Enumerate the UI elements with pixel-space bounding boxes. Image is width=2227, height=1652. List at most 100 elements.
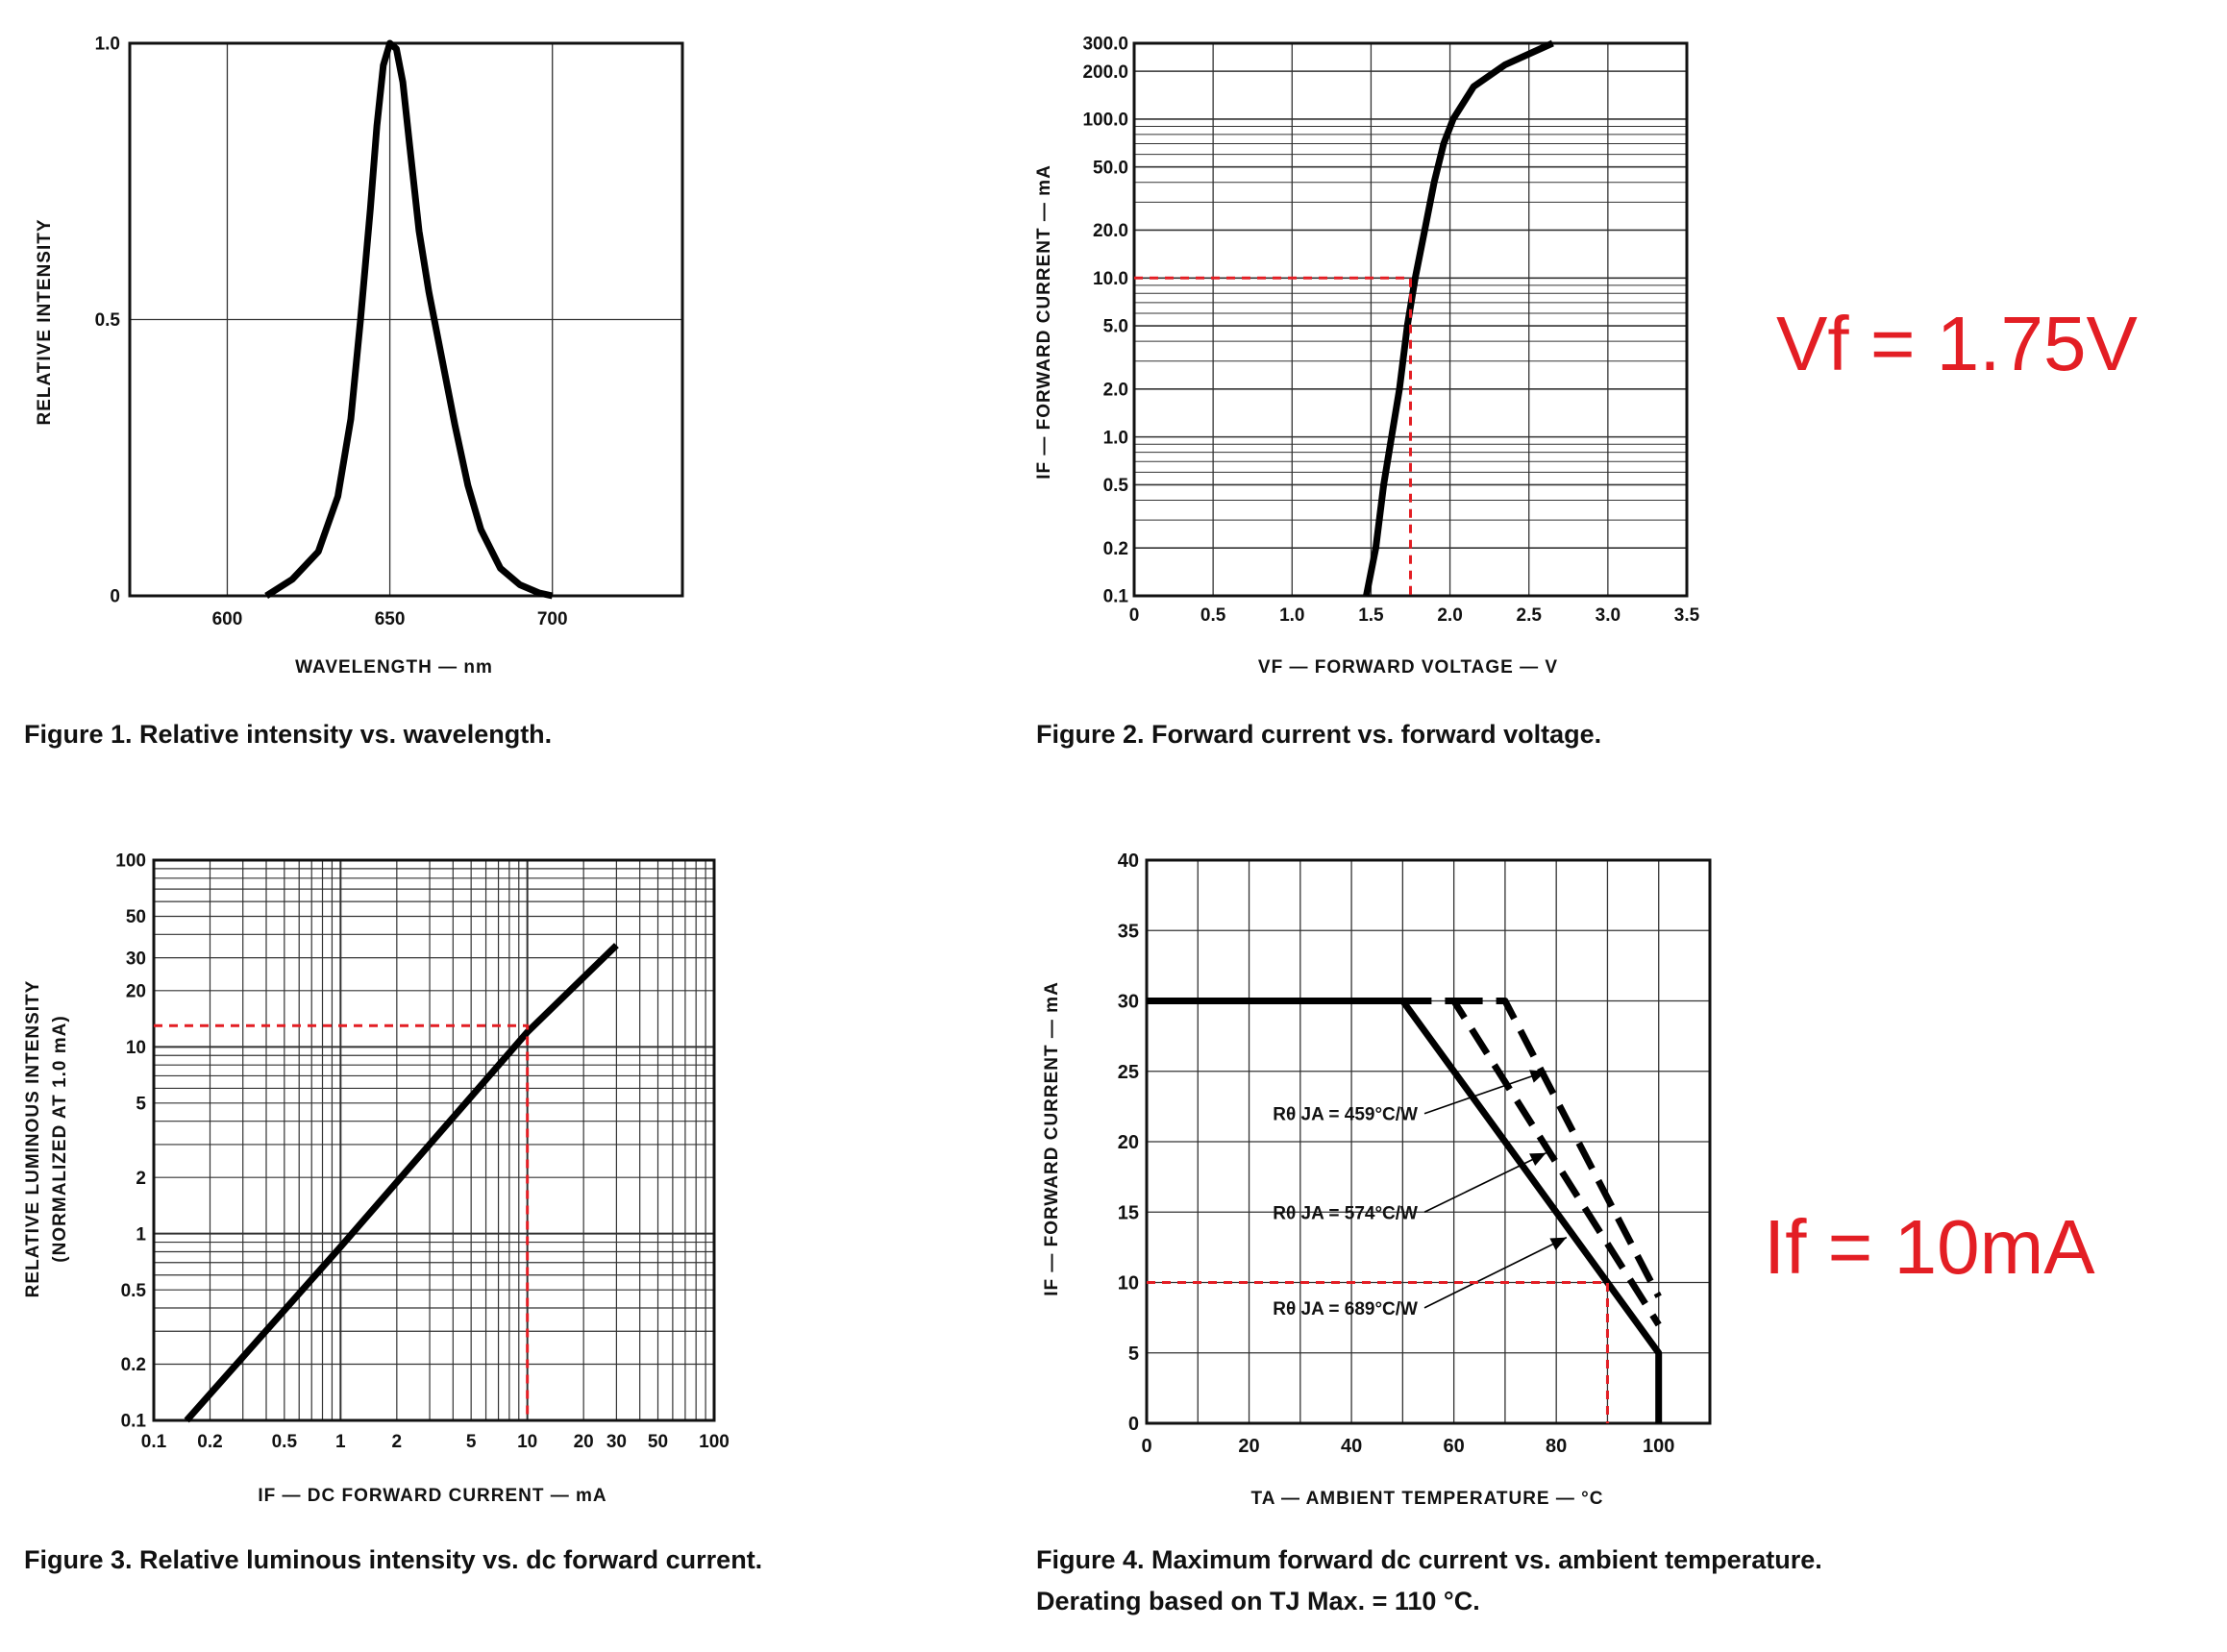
fig3-y-tick-label: 0.2 — [121, 1355, 146, 1375]
fig3-y-tick-label: 0.1 — [121, 1412, 147, 1432]
fig4-y-tick-label: 40 — [1118, 851, 1139, 872]
fig4-reference-lines — [1147, 1281, 1609, 1423]
fig3-x-tick-label: 50 — [648, 1432, 668, 1452]
fig4-x-tick-label: 60 — [1444, 1436, 1465, 1457]
fig1-x-axis-label: WAVELENGTH — nm — [295, 657, 493, 678]
fig3-x-tick-label: 30 — [606, 1432, 627, 1452]
fig1-y-tick-label: 1.0 — [95, 35, 120, 55]
fig1-plot-frame — [128, 41, 684, 598]
fig4-caption: Figure 4. Maximum forward dc current vs.… — [1036, 1545, 1822, 1574]
fig3-x-tick-label: 20 — [574, 1432, 594, 1452]
fig4-y-tick-label: 25 — [1118, 1062, 1139, 1083]
fig3-y-tick-label: 100 — [115, 851, 146, 872]
fig3-caption: Figure 3. Relative luminous intensity vs… — [24, 1545, 762, 1574]
fig3-y-ticks: 0.1 0.2 0.5 1 2 5 10 20 30 50 100 — [115, 851, 146, 1432]
fig2-y-tick-label: 2.0 — [1103, 381, 1128, 401]
fig4-grid — [1147, 860, 1710, 1423]
fig2-x-tick-label: 1.0 — [1279, 605, 1304, 626]
fig4-series-line — [1453, 998, 1662, 1298]
fig3-x-tick-label: 5 — [466, 1432, 477, 1452]
fig1-y-ticks: 0 0.5 1.0 — [95, 35, 121, 607]
fig2-y-tick-label: 0.5 — [1103, 476, 1129, 496]
fig4-label-leader — [1423, 1070, 1547, 1115]
fig4-label-leader — [1423, 1152, 1547, 1213]
fig3-plot-frame — [152, 858, 716, 1422]
fig2-x-axis-label: VF — FORWARD VOLTAGE — V — [1258, 657, 1558, 678]
fig4-y-tick-label: 20 — [1118, 1132, 1139, 1153]
fig1-x-tick-label: 650 — [375, 609, 406, 629]
fig4-arrowhead — [1529, 1070, 1547, 1083]
fig2-x-tick-label: 1.5 — [1358, 605, 1384, 626]
fig4-label-leader — [1423, 1236, 1568, 1309]
fig2-y-ticks: 0.1 0.2 0.5 1.0 2.0 5.0 10.0 20.0 50.0 100.0 200.0… — [1082, 35, 1128, 607]
fig2-caption: Figure 2. Forward current vs. forward vo… — [1036, 720, 1601, 749]
fig3-y-tick-label: 10 — [126, 1038, 146, 1058]
fig4-y-ticks: 0 5 10 15 20 25 30 35 40 — [1118, 851, 1139, 1435]
fig4-x-tick-label: 20 — [1238, 1436, 1259, 1457]
fig2-y-tick-label: 300.0 — [1082, 35, 1128, 55]
fig1-y-axis-label: RELATIVE INTENSITY — [35, 218, 55, 425]
fig3-y-tick-label: 5 — [136, 1094, 146, 1114]
fig2-y-tick-label: 20.0 — [1093, 221, 1128, 241]
fig3-y-axis-label-2: (NORMALIZED AT 1.0 mA) — [50, 1015, 70, 1262]
fig3-reference-lines — [154, 1023, 530, 1420]
fig1-y-tick-label: 0 — [110, 587, 120, 607]
fig2-x-tick-label: 3.0 — [1596, 605, 1621, 626]
fig3-y-tick-label: 20 — [126, 981, 146, 1001]
fig4-plot-frame — [1145, 858, 1712, 1425]
fig3-y-tick-label: 30 — [126, 949, 146, 969]
fig2-y-tick-label: 10.0 — [1093, 269, 1128, 289]
fig4-arrowhead — [1529, 1152, 1547, 1167]
figure-3: 0.1 0.2 0.5 1 2 5 10 20 30 50 100 0.1 0.2 0.5 1 2 5 10 20… — [23, 851, 762, 1574]
fig4-y-tick-label: 10 — [1118, 1273, 1139, 1294]
fig2-y-tick-label: 200.0 — [1082, 62, 1128, 83]
fig4-x-ticks: 0 20 40 60 80 100 — [1141, 1436, 1674, 1457]
fig4-y-axis-label: IF — FORWARD CURRENT — mA — [1042, 981, 1062, 1296]
fig2-x-tick-label: 2.0 — [1437, 605, 1462, 626]
fig3-x-tick-label: 0.2 — [197, 1432, 222, 1452]
fig3-y-tick-label: 2 — [136, 1169, 146, 1189]
fig1-x-ticks: 600 650 700 — [212, 609, 568, 629]
fig4-x-tick-label: 80 — [1546, 1436, 1567, 1457]
fig1-x-tick-label: 600 — [212, 609, 243, 629]
fig1-grid — [130, 43, 682, 596]
fig4-x-tick-label: 40 — [1341, 1436, 1362, 1457]
figure-4: Rθ JA = 459°C/W Rθ JA = 574°C/W Rθ JA = 68… — [1036, 851, 1822, 1615]
fig3-x-tick-label: 0.1 — [141, 1432, 167, 1452]
fig2-x-ticks: 0 0.5 1.0 1.5 2.0 2.5 3.0 3.5 — [1129, 605, 1700, 626]
fig4-series-label: Rθ JA = 689°C/W — [1273, 1299, 1418, 1319]
fig4-y-tick-label: 35 — [1118, 921, 1139, 942]
fig2-y-tick-label: 0.1 — [1103, 587, 1129, 607]
fig2-x-tick-label: 2.5 — [1517, 605, 1543, 626]
fig4-series-label: Rθ JA = 459°C/W — [1273, 1105, 1418, 1125]
fig3-x-ticks: 0.1 0.2 0.5 1 2 5 10 20 30 50 100 — [141, 1432, 730, 1452]
fig2-y-tick-label: 100.0 — [1082, 111, 1128, 131]
if-annotation: If = 10mA — [1764, 1204, 2095, 1290]
fig4-series-label: Rθ JA = 574°C/W — [1273, 1203, 1418, 1223]
fig4-x-tick-label: 0 — [1141, 1436, 1151, 1457]
fig3-x-axis-label: IF — DC FORWARD CURRENT — mA — [258, 1486, 606, 1506]
fig2-x-tick-label: 3.5 — [1674, 605, 1700, 626]
fig3-x-tick-label: 10 — [517, 1432, 537, 1452]
fig3-y-axis-label: RELATIVE LUMINOUS INTENSITY — [23, 980, 43, 1298]
fig3-y-tick-label: 0.5 — [121, 1281, 147, 1301]
fig2-y-tick-label: 1.0 — [1103, 428, 1128, 448]
fig4-arrowhead — [1549, 1237, 1567, 1250]
fig2-y-tick-label: 5.0 — [1103, 317, 1128, 337]
figure-2: 0 0.5 1.0 1.5 2.0 2.5 3.0 3.5 0.1 0.2 0.5 1.0 2.0 5.… — [1034, 35, 1700, 749]
fig2-x-tick-label: 0 — [1129, 605, 1140, 626]
fig2-iv-curve — [1363, 39, 1554, 597]
fig4-y-tick-label: 5 — [1128, 1344, 1139, 1365]
fig1-caption: Figure 1. Relative intensity vs. wavelen… — [24, 720, 552, 749]
fig4-y-tick-label: 15 — [1118, 1202, 1139, 1223]
fig3-x-tick-label: 0.5 — [272, 1432, 298, 1452]
fig4-series-labels: Rθ JA = 459°C/W Rθ JA = 574°C/W Rθ JA = 68… — [1273, 1070, 1568, 1319]
fig3-x-tick-label: 1 — [335, 1432, 346, 1452]
fig4-x-tick-label: 100 — [1643, 1436, 1674, 1457]
fig1-x-tick-label: 700 — [537, 609, 568, 629]
fig2-x-tick-label: 0.5 — [1200, 605, 1226, 626]
fig3-x-tick-label: 2 — [392, 1432, 403, 1452]
fig4-series-line — [1147, 998, 1663, 1423]
fig4-caption-2: Derating based on TJ Max. = 110 °C. — [1036, 1587, 1480, 1615]
